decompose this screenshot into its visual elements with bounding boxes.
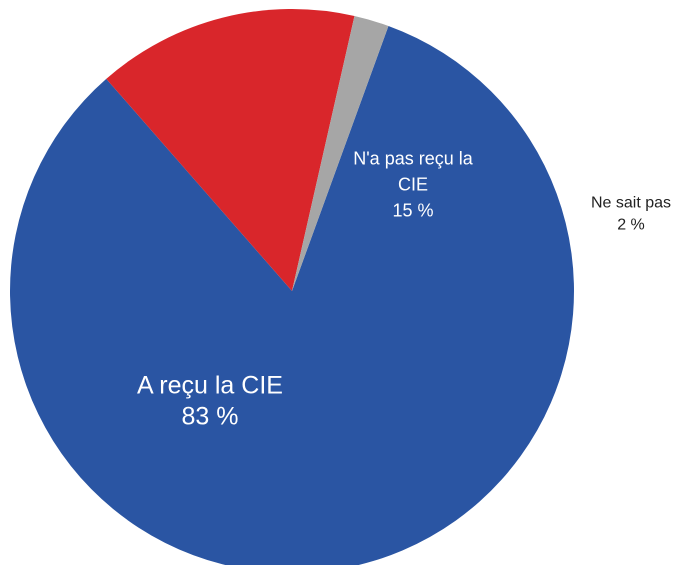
slice-value-label: 2 % <box>617 217 645 234</box>
slice-value-label: 15 % <box>392 200 433 220</box>
slice-value-label: 83 % <box>182 402 239 430</box>
slice-name-label: A reçu la CIE <box>137 371 283 399</box>
slice-name-label: N'a pas reçu la <box>353 148 473 168</box>
pie-slices <box>10 9 574 565</box>
slice-label-2: Ne sait pas 2 % <box>591 195 671 234</box>
slice-name-label: CIE <box>398 174 428 194</box>
slice-name-label: Ne sait pas <box>591 195 671 212</box>
